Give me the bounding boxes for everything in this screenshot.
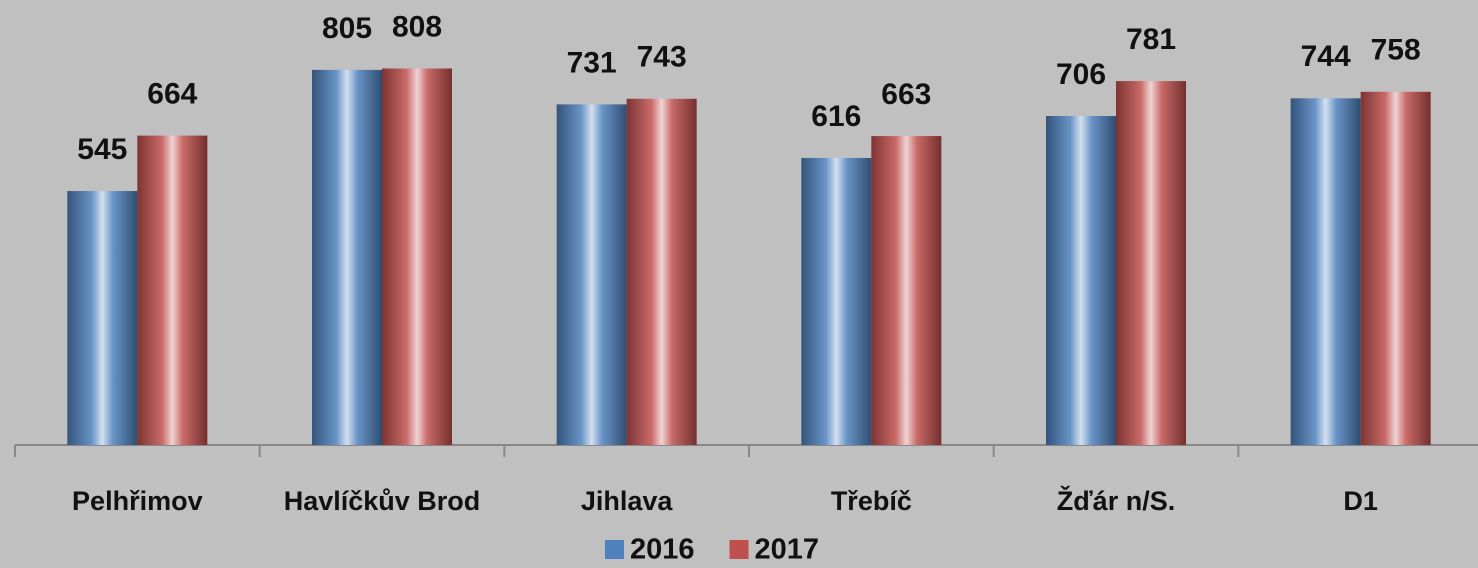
data-label: 545 (77, 133, 127, 166)
x-tick-label: Třebíč (831, 486, 912, 516)
x-tick-label: Jihlava (581, 486, 674, 516)
bar (382, 68, 452, 446)
bar (556, 104, 627, 446)
legend-swatch (605, 540, 624, 559)
data-label: 744 (1301, 40, 1351, 73)
bar (1116, 81, 1186, 445)
data-label: 808 (392, 10, 442, 43)
bar (137, 135, 208, 445)
data-label: 758 (1371, 34, 1421, 67)
data-label: 731 (567, 46, 617, 79)
bar (67, 191, 138, 445)
bar (871, 136, 942, 446)
bar (1360, 91, 1431, 446)
legend-label: 2017 (755, 534, 820, 566)
bar (1046, 116, 1116, 445)
bar (626, 98, 697, 445)
data-label: 664 (147, 78, 197, 111)
data-label: 616 (811, 100, 861, 133)
x-tick-label: Pelhřimov (72, 486, 203, 516)
bar (801, 157, 872, 445)
data-label: 706 (1056, 58, 1106, 91)
bar (1290, 98, 1361, 446)
bar (312, 69, 382, 445)
x-tick-label: D1 (1343, 486, 1378, 516)
data-label: 743 (637, 41, 687, 74)
legend-label: 2016 (630, 534, 695, 566)
legend-swatch (729, 540, 749, 559)
data-label: 805 (322, 12, 372, 45)
data-label: 663 (881, 78, 931, 111)
x-tick-label: Žďár n/S. (1057, 485, 1175, 516)
x-tick-label: Havlíčkův Brod (284, 486, 481, 516)
data-label: 781 (1126, 23, 1176, 56)
